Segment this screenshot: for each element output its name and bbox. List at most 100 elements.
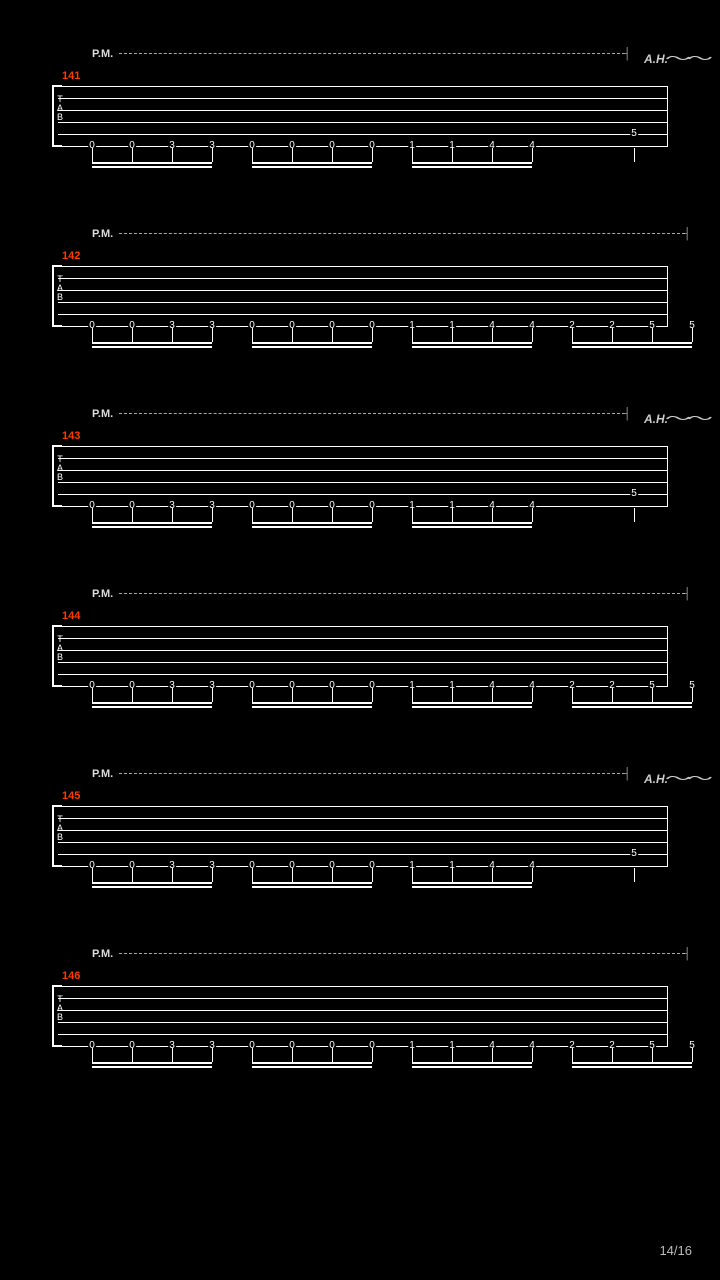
pm-end: ┤ [623,48,631,60]
beam [92,342,212,344]
note-stem [292,688,293,702]
tab-clef: TAB [57,95,63,122]
palm-mute-marker: P.M.┤ [92,48,631,60]
note-stem [212,688,213,702]
note-stem [412,148,413,162]
beam [252,882,372,884]
note-stem [212,868,213,882]
fret-number: 5 [630,849,638,859]
staff-line [58,290,668,291]
palm-mute-marker: P.M.┤ [92,768,631,780]
note-stem [132,688,133,702]
artificial-harmonic-marker: A.H.～～ [644,48,690,67]
beam-group [92,1056,212,1070]
pm-dash-line [119,233,685,235]
beam [92,346,212,348]
beam-group [92,336,212,350]
staff-line [58,650,668,651]
pm-end: ┤ [683,228,691,240]
vibrato-wave-icon: ～～ [665,48,709,67]
staff-line [58,458,668,459]
staff-line [58,830,668,831]
note-stem [492,868,493,882]
note-stem [252,508,253,522]
barline [667,266,668,326]
barline [667,626,668,686]
note-stem [532,148,533,162]
note-stem [492,1048,493,1062]
note-stem [252,868,253,882]
beam-group [412,156,532,170]
staff-bracket [52,806,54,866]
staff-bracket [52,626,54,686]
pm-dash-line [119,53,625,55]
beam [412,706,532,708]
tab-clef-letter: B [57,833,63,842]
note-stem [92,148,93,162]
staff-line [58,506,668,507]
note-stem [92,328,93,342]
tab-clef-letter: B [57,653,63,662]
pm-label: P.M. [92,948,113,960]
palm-mute-marker: P.M.┤ [92,948,691,960]
beam-group [572,336,692,350]
note-stem [412,508,413,522]
note-stem [652,688,653,702]
staff-line [58,326,668,327]
note-stem [452,868,453,882]
beam-group [252,516,372,530]
staff-line [58,626,668,627]
note-stem [92,688,93,702]
tab-staff [58,86,668,146]
beam-group [412,696,532,710]
note-stem [92,508,93,522]
beam [252,522,372,524]
note-stem [332,148,333,162]
note-stem [332,688,333,702]
beam [92,1062,212,1064]
note-stem [372,328,373,342]
staff-line [58,446,668,447]
staff-bracket [52,266,54,326]
tab-staff [58,626,668,686]
beam [252,1066,372,1068]
tab-clef: TAB [57,275,63,302]
pm-label: P.M. [92,228,113,240]
staff-line [58,638,668,639]
beam [572,1066,692,1068]
staff-line [58,686,668,687]
beam [92,886,212,888]
barline [667,86,668,146]
note-stem [372,1048,373,1062]
bar-number: 143 [62,430,80,442]
staff-line [58,482,668,483]
tab-clef-letter: B [57,473,63,482]
note-stem [634,148,635,162]
beam [412,526,532,528]
note-stem [532,328,533,342]
barline [667,986,668,1046]
note-stem [332,328,333,342]
beam [412,162,532,164]
beam [252,346,372,348]
tab-staff [58,446,668,506]
note-stem [652,1048,653,1062]
note-stem [212,148,213,162]
fret-number: 5 [630,489,638,499]
beam [92,522,212,524]
beam [92,526,212,528]
note-stem [292,328,293,342]
beam [252,702,372,704]
note-stem [132,148,133,162]
note-stem [172,688,173,702]
note-stem [572,328,573,342]
note-stem [452,1048,453,1062]
staff-line [58,842,668,843]
pm-label: P.M. [92,408,113,420]
staff-line [58,1046,668,1047]
note-stem [172,148,173,162]
note-stem [372,508,373,522]
beam [412,346,532,348]
beam-group [92,156,212,170]
pm-label: P.M. [92,588,113,600]
